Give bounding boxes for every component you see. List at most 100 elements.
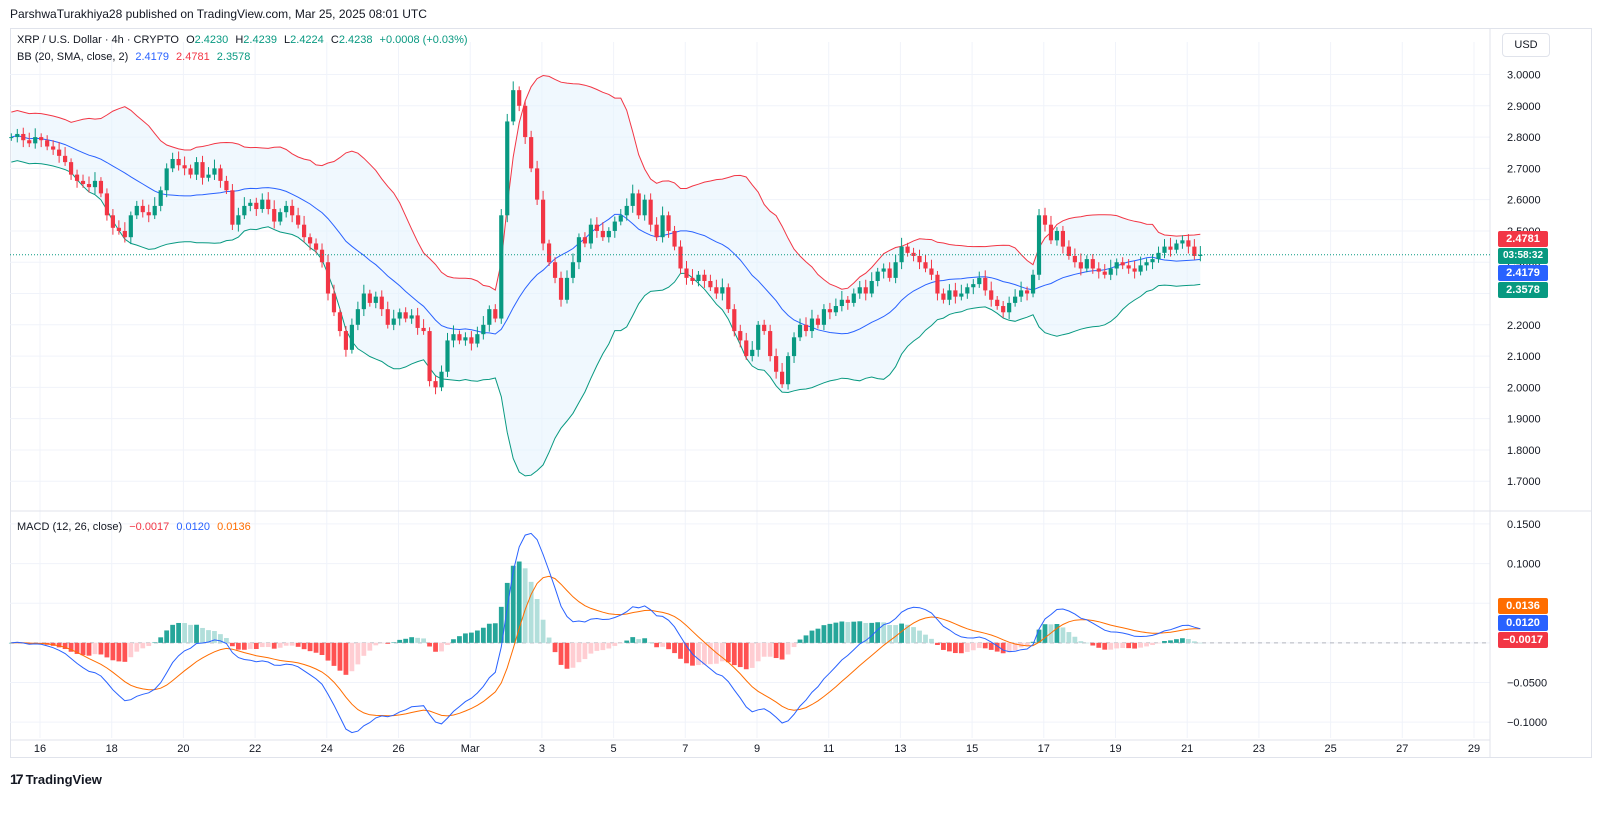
macd-histogram-bar[interactable] [361, 642, 367, 656]
candle[interactable] [254, 202, 259, 210]
macd-histogram-bar[interactable] [439, 642, 444, 652]
macd-histogram-bar[interactable] [941, 642, 946, 650]
macd-histogram-bar[interactable] [773, 642, 779, 659]
candle[interactable] [1072, 255, 1077, 263]
macd-histogram-bar[interactable] [1150, 642, 1155, 646]
candle[interactable] [218, 168, 223, 181]
macd-histogram-bar[interactable] [397, 639, 403, 643]
candle[interactable] [1090, 259, 1095, 269]
candle[interactable] [63, 155, 68, 163]
candle[interactable] [86, 184, 92, 188]
macd-histogram-bar[interactable] [1138, 642, 1143, 648]
candle[interactable] [588, 224, 593, 244]
macd-histogram-bar[interactable] [654, 642, 660, 648]
candle[interactable] [182, 165, 187, 169]
macd-histogram-bar[interactable] [122, 642, 128, 662]
candle[interactable] [80, 180, 86, 185]
candle[interactable] [1120, 262, 1125, 266]
macd-histogram-bar[interactable] [540, 619, 546, 643]
macd-histogram-bar[interactable] [110, 642, 116, 661]
candle[interactable] [176, 158, 181, 166]
macd-histogram-bar[interactable] [719, 642, 725, 662]
macd-histogram-bar[interactable] [289, 642, 295, 646]
macd-histogram-bar[interactable] [1108, 642, 1114, 650]
macd-histogram-bar[interactable] [158, 637, 164, 643]
candle[interactable] [409, 315, 414, 319]
candle[interactable] [642, 199, 647, 216]
candle[interactable] [355, 309, 360, 325]
macd-histogram-bar[interactable] [666, 642, 671, 650]
candle[interactable] [750, 349, 755, 357]
macd-histogram-bar[interactable] [803, 635, 809, 643]
macd-histogram-bar[interactable] [188, 624, 193, 643]
candle[interactable] [517, 90, 522, 106]
macd-histogram-bar[interactable] [355, 642, 361, 665]
candle[interactable] [463, 337, 468, 341]
macd-histogram-bar[interactable] [1072, 636, 1078, 643]
candle[interactable] [170, 158, 175, 169]
candle[interactable] [1060, 230, 1066, 247]
macd-histogram-bar[interactable] [791, 642, 797, 648]
macd-histogram-bar[interactable] [271, 642, 277, 649]
macd-histogram-bar[interactable] [313, 642, 319, 653]
candle[interactable] [576, 237, 582, 263]
macd-histogram-bar[interactable] [86, 642, 92, 656]
candle[interactable] [803, 324, 809, 332]
candle[interactable] [1036, 215, 1042, 275]
candle[interactable] [236, 215, 241, 225]
candle[interactable] [1198, 254, 1203, 256]
macd-histogram-bar[interactable] [295, 642, 301, 647]
macd-histogram-bar[interactable] [391, 642, 397, 643]
macd-histogram-bar[interactable] [797, 639, 803, 643]
macd-histogram-bar[interactable] [164, 630, 170, 643]
candle[interactable] [941, 293, 946, 300]
candle[interactable] [212, 168, 217, 175]
macd-histogram-bar[interactable] [331, 642, 337, 666]
macd-histogram-bar[interactable] [947, 642, 952, 652]
macd-histogram-bar[interactable] [486, 623, 492, 643]
candle[interactable] [756, 324, 761, 350]
macd-histogram-bar[interactable] [224, 638, 229, 643]
candle[interactable] [636, 193, 641, 216]
candle[interactable] [188, 168, 193, 175]
candle[interactable] [762, 324, 767, 332]
macd-histogram-bar[interactable] [899, 623, 904, 643]
macd-histogram-bar[interactable] [1096, 642, 1102, 648]
candle[interactable] [349, 324, 354, 350]
macd-histogram-bar[interactable] [725, 642, 731, 663]
candle[interactable] [893, 262, 898, 278]
candle[interactable] [809, 318, 815, 332]
macd-histogram-bar[interactable] [80, 642, 86, 656]
candle[interactable] [331, 293, 337, 313]
macd-histogram-bar[interactable] [427, 642, 432, 647]
candle[interactable] [666, 215, 671, 231]
macd-histogram-bar[interactable] [618, 642, 624, 644]
candle[interactable] [33, 137, 38, 144]
macd-histogram-bar[interactable] [409, 637, 415, 643]
candle[interactable] [785, 356, 791, 385]
candle[interactable] [511, 90, 516, 122]
macd-histogram-bar[interactable] [504, 582, 510, 643]
candle[interactable] [1108, 268, 1113, 275]
candle[interactable] [260, 199, 265, 210]
macd-histogram-bar[interactable] [116, 642, 122, 662]
macd-histogram-bar[interactable] [905, 624, 910, 643]
macd-histogram-bar[interactable] [1191, 641, 1197, 643]
candle[interactable] [146, 212, 151, 216]
candle[interactable] [1150, 259, 1155, 263]
candle[interactable] [917, 255, 922, 263]
candle[interactable] [523, 105, 528, 138]
candle[interactable] [1054, 230, 1060, 241]
macd-histogram-bar[interactable] [528, 581, 534, 643]
candle[interactable] [1168, 246, 1173, 250]
macd-histogram-bar[interactable] [1162, 641, 1167, 643]
candle[interactable] [1180, 240, 1185, 244]
candle[interactable] [1066, 246, 1071, 256]
candle[interactable] [971, 284, 976, 288]
macd-histogram-bar[interactable] [104, 642, 110, 658]
candle[interactable] [439, 371, 444, 388]
macd-histogram-bar[interactable] [128, 642, 134, 658]
candle[interactable] [9, 137, 14, 139]
candle[interactable] [1048, 224, 1054, 241]
candle[interactable] [39, 137, 44, 141]
